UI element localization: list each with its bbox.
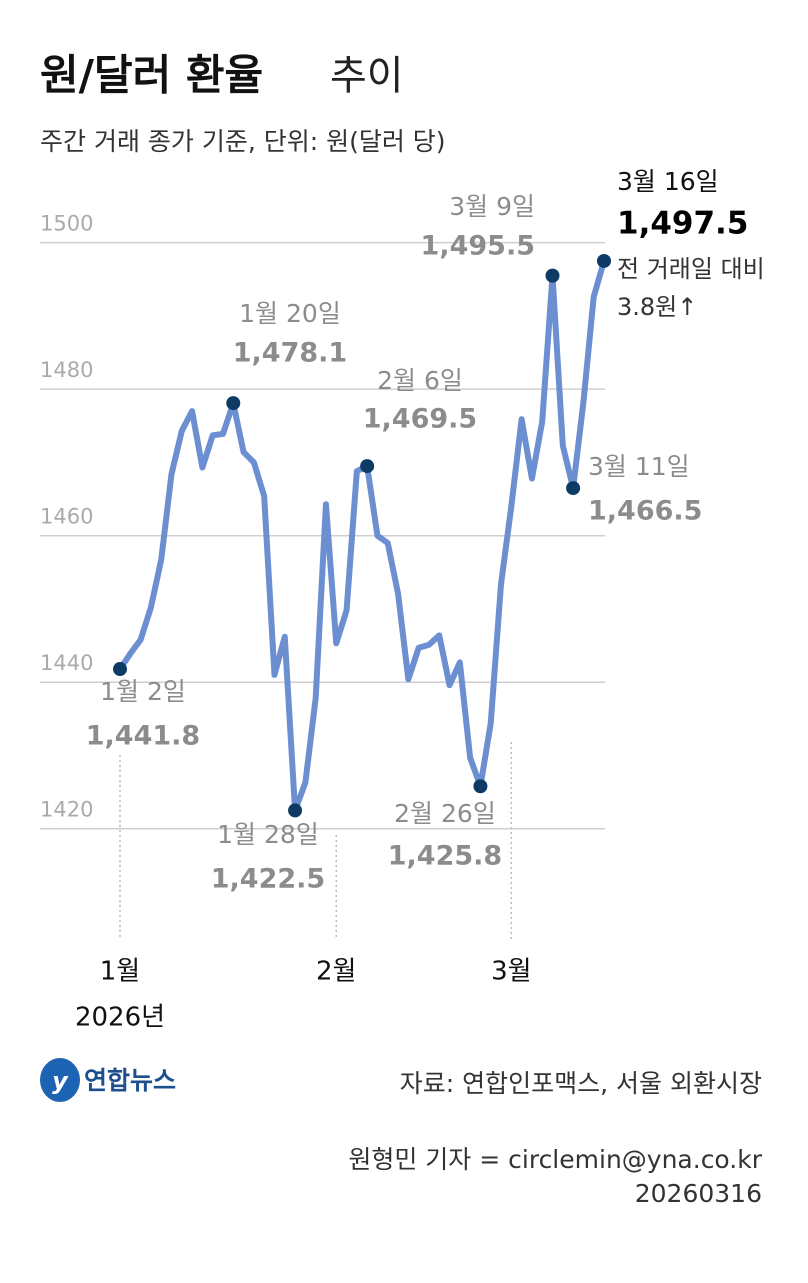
- value-label: 1,469.5: [363, 404, 477, 435]
- y-tick-label: 1420: [40, 798, 93, 822]
- chart-subtitle: 주간 거래 종가 기준, 단위: 원(달러 당): [40, 127, 446, 156]
- x-tick-label: 3월: [491, 957, 531, 987]
- value-label: 1,495.5: [421, 231, 535, 262]
- logo-glyph: y: [52, 1067, 69, 1095]
- point-marker: [360, 459, 375, 474]
- logo-text: 연합뉴스: [84, 1066, 176, 1095]
- chart-title-suffix: 추이: [330, 53, 404, 99]
- reporter: 원형민 기자 = circlemin@yna.co.kr: [348, 1145, 762, 1174]
- point-marker: [566, 481, 581, 496]
- logo-icon: [40, 1058, 80, 1102]
- x-tick-label: 2월: [316, 957, 356, 987]
- value-label: 1,422.5: [211, 864, 325, 895]
- value-label: 1,497.5: [617, 206, 748, 242]
- value-label: 1,441.8: [86, 721, 200, 752]
- point-date-label: 1월 20일: [239, 299, 341, 328]
- value-label: 1,478.1: [233, 338, 347, 369]
- point-marker: [288, 803, 303, 818]
- point-date-label: 1월 2일: [100, 677, 186, 706]
- point-date-label: 1월 28일: [217, 820, 319, 849]
- annotation: 3.8원↑: [617, 293, 697, 321]
- point-date-label: 3월 9일: [449, 192, 535, 221]
- point-marker: [597, 253, 611, 268]
- source: 자료: 연합인포맥스, 서울 외환시장: [400, 1069, 762, 1098]
- y-tick-label: 1480: [40, 358, 93, 382]
- point-date-label: 2월 6일: [377, 366, 463, 395]
- annotation: 전 거래일 대비: [617, 255, 765, 283]
- y-tick-label: 1460: [40, 505, 93, 529]
- point-marker: [545, 268, 560, 283]
- value-label: 1,425.8: [388, 841, 502, 872]
- point-date-label: 3월 16일: [617, 167, 719, 196]
- date: 20260316: [635, 1179, 762, 1208]
- value-label: 1,466.5: [588, 496, 702, 527]
- y-tick-label: 1500: [40, 212, 93, 236]
- point-date-label: 3월 11일: [588, 452, 690, 481]
- chart-title: 원/달러 환율: [40, 51, 263, 100]
- x-tick-label: 1월: [100, 957, 140, 987]
- logo: y 연합뉴스: [40, 1058, 176, 1102]
- point-marker: [473, 779, 488, 794]
- point-date-label: 2월 26일: [394, 799, 496, 828]
- x-sublabel: 2026년: [75, 1003, 165, 1033]
- point-marker: [113, 662, 127, 677]
- point-marker: [226, 396, 241, 411]
- y-tick-label: 1440: [40, 651, 93, 675]
